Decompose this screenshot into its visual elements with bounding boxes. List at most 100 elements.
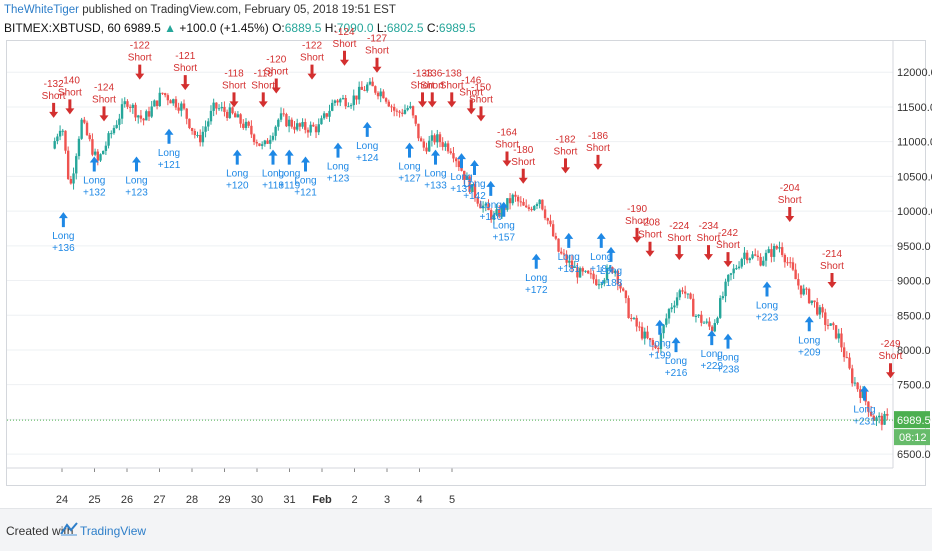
candle-body (228, 107, 232, 118)
candle-body (799, 285, 803, 295)
candle-body (339, 99, 342, 103)
long-arrow-icon (470, 160, 479, 176)
candle-body (304, 122, 307, 130)
candle-body (568, 260, 571, 263)
candle-body (215, 102, 218, 109)
short-label: Short (511, 157, 535, 168)
x-tick-label: 25 (88, 494, 100, 506)
candle-body (88, 135, 91, 140)
candle-body (481, 205, 485, 209)
candle-body (573, 266, 576, 268)
candle-body (487, 203, 490, 211)
candle-body (142, 118, 145, 121)
long-label: Long (450, 172, 472, 183)
candle-body (479, 203, 482, 209)
y-tick-label: 10500.0 (897, 171, 932, 183)
candle-body (101, 150, 105, 155)
candle-body (285, 114, 288, 127)
short-profit-label: -121 (175, 51, 195, 62)
candle-body (401, 112, 404, 114)
candle-body (810, 300, 814, 304)
countdown-badge (894, 429, 930, 446)
candle-body (411, 106, 415, 116)
candle-body (678, 290, 681, 298)
tradingview-link[interactable]: TradingView (80, 524, 147, 538)
candle-body (546, 218, 549, 221)
candle-body (110, 133, 113, 135)
candle-body (166, 95, 170, 101)
candle-body (627, 298, 630, 319)
candle-body (398, 111, 401, 113)
symbol-label: BITMEX:XBTUSD, 60 (4, 21, 121, 35)
long-profit-label: +181 (557, 264, 580, 275)
candle-body (182, 103, 186, 109)
candle-body (638, 326, 641, 328)
candle-body (824, 312, 827, 325)
short-arrow-icon (632, 227, 642, 243)
candle-body (99, 154, 102, 161)
candle-body (821, 307, 824, 313)
short-arrow-icon (372, 57, 382, 73)
long-arrow-icon (333, 142, 343, 158)
short-label: Short (251, 80, 275, 91)
candle-body (759, 256, 762, 266)
candle-body (543, 209, 547, 219)
candle-body (390, 106, 393, 108)
long-profit-label: +146 (479, 212, 502, 223)
candle-body (616, 270, 620, 285)
x-tick-label: 4 (416, 494, 422, 506)
candle-body (376, 92, 380, 97)
up-arrow-icon: ▲ (164, 21, 176, 35)
candle-body (61, 130, 64, 132)
candle-body (452, 153, 455, 159)
short-arrow-icon (466, 99, 476, 115)
candle-body (325, 113, 329, 117)
short-arrow-icon (447, 92, 457, 108)
author-link[interactable]: TheWhiteTiger (4, 4, 79, 16)
candle-body (732, 268, 735, 274)
candle-body (312, 124, 315, 127)
short-label: Short (440, 80, 464, 91)
candle-body (287, 119, 291, 127)
candle-body (207, 121, 210, 127)
chart-frame[interactable] (6, 40, 926, 486)
candle-body (274, 126, 277, 136)
candle-body (428, 140, 431, 152)
candle-body (519, 201, 523, 203)
candle-body (797, 279, 800, 286)
short-profit-label: -127 (367, 34, 387, 45)
short-label: Short (58, 87, 82, 98)
candle-body (473, 184, 477, 198)
x-tick-label: 2 (351, 494, 357, 506)
candle-body (586, 270, 590, 274)
long-arrow-icon (132, 156, 141, 172)
candle-body (584, 270, 587, 272)
candle-body (670, 307, 673, 310)
long-arrow-icon (58, 212, 68, 228)
short-label: Short (459, 87, 483, 98)
candle-body (692, 298, 695, 317)
candle-body (220, 106, 223, 109)
candle-body (762, 260, 765, 266)
candle-body (522, 201, 525, 206)
long-label: Long (701, 349, 723, 360)
candle-body (163, 93, 167, 96)
candle-body (153, 100, 156, 107)
long-label: Long (756, 301, 778, 312)
x-tick-label: 31 (283, 494, 295, 506)
long-profit-label: +121 (294, 188, 317, 199)
candle-body (137, 115, 140, 118)
candle-body (886, 413, 889, 416)
candle-body (694, 316, 698, 318)
candle-body (465, 176, 469, 180)
candlestick-chart[interactable]: 6500.07000.07500.08000.08500.09000.09500… (0, 0, 932, 508)
short-label: Short (554, 146, 578, 157)
candle-body (751, 254, 754, 259)
candle-body (379, 91, 382, 97)
candle-body (506, 198, 509, 210)
candle-body (266, 140, 269, 144)
long-arrow-icon (268, 149, 278, 165)
candle-body (525, 205, 528, 208)
long-label: Long (665, 356, 687, 367)
short-arrow-icon (65, 99, 75, 115)
